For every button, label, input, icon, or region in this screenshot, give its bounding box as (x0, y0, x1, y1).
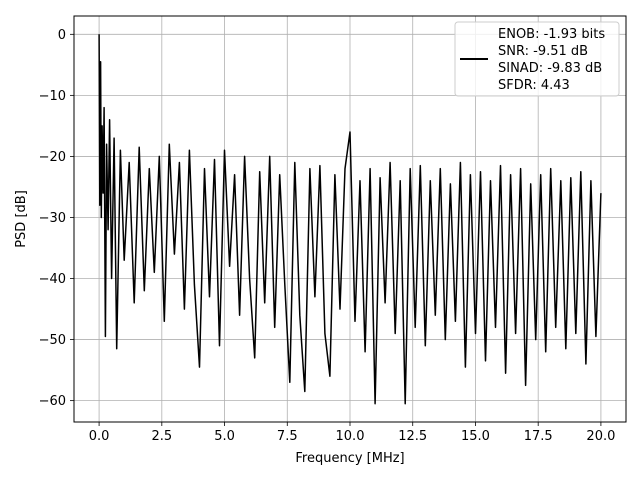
legend: ENOB: -1.93 bits SNR: -9.51 dB SINAD: -9.8… (454, 21, 620, 97)
x-tick-label: 0.0 (89, 429, 110, 444)
psd-line (98, 34, 602, 405)
legend-entry-line: SNR: -9.51 dB (498, 44, 588, 59)
y-tick-label: 0 (58, 28, 66, 43)
x-tick-label: 2.5 (151, 429, 172, 444)
y-tick-label: −40 (39, 272, 66, 287)
x-tick-label: 5.0 (214, 429, 235, 444)
x-tick-label: 17.5 (524, 429, 553, 444)
y-tick-label: −60 (39, 394, 66, 409)
legend-entry-line: SFDR: 4.43 (498, 78, 570, 93)
y-tick-label: −50 (39, 333, 66, 348)
x-tick-label: 15.0 (461, 429, 490, 444)
y-tick-label: −20 (39, 150, 66, 165)
y-tick-label: −30 (39, 211, 66, 226)
y-axis-label: PSD [dB] (14, 190, 29, 248)
y-tick-label: −10 (39, 89, 66, 104)
x-axis-label: Frequency [MHz] (295, 451, 404, 466)
legend-entry-line: SINAD: -9.83 dB (498, 61, 602, 76)
x-tick-label: 7.5 (277, 429, 298, 444)
x-tick-label: 12.5 (398, 429, 427, 444)
legend-box (454, 21, 620, 97)
series-group (98, 34, 602, 405)
legend-entry-line: ENOB: -1.93 bits (498, 27, 605, 42)
x-tick-label: 10.0 (336, 429, 365, 444)
axis-ticks: 0.0 2.5 5.0 7.5 10.0 12.5 15.0 17.5 20.0 0 −10 −20 −… (39, 28, 616, 444)
x-tick-label: 20.0 (586, 429, 615, 444)
